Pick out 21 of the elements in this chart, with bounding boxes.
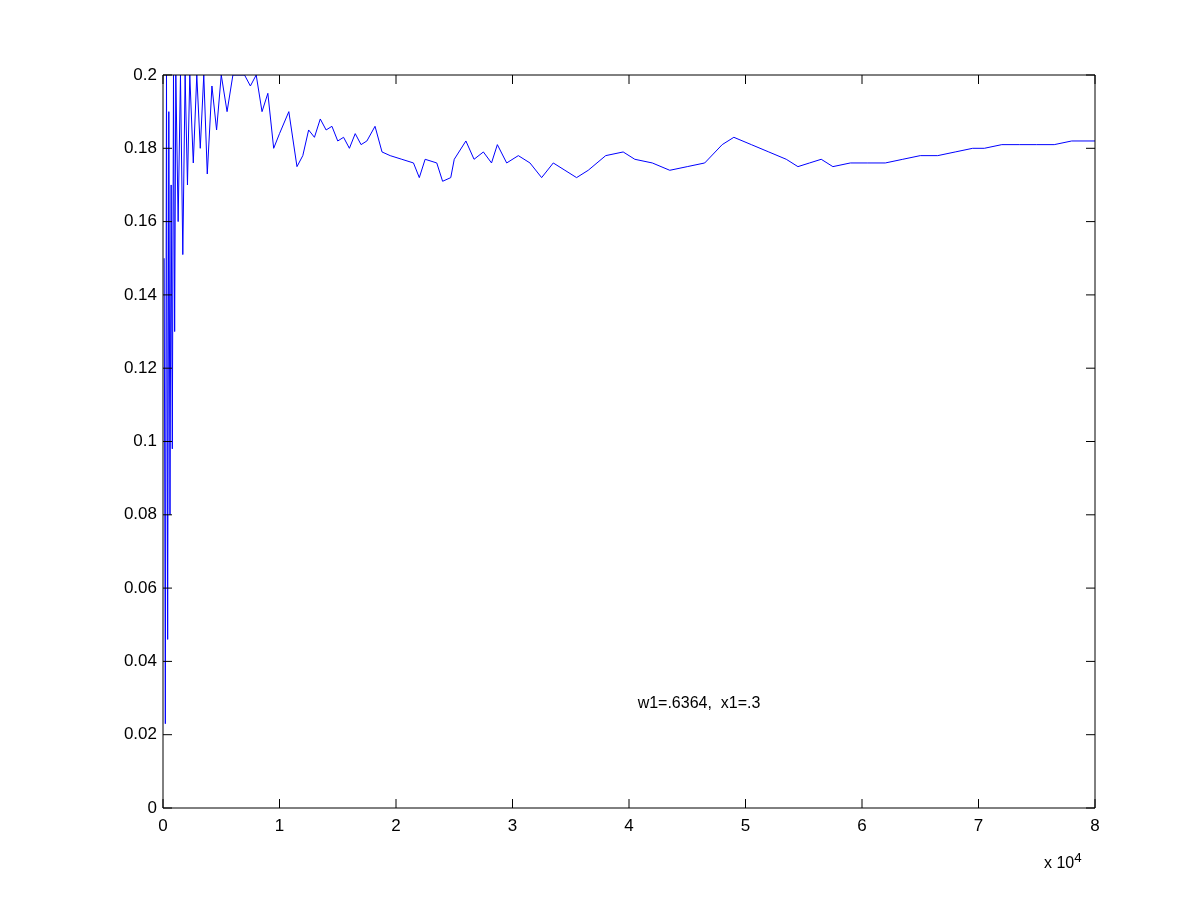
x-tick-label: 8 — [1090, 815, 1100, 835]
y-tick-label: 0.2 — [133, 64, 157, 84]
y-tick-label: 0.14 — [123, 284, 157, 304]
x-tick-label: 1 — [274, 815, 285, 835]
y-tick-label: 0.04 — [123, 651, 157, 671]
y-tick-label: 0.06 — [123, 577, 157, 597]
x-axis-title: x 10$^{4}$ — [1044, 850, 1082, 873]
x-tick-label: 2 — [391, 815, 401, 835]
y-tick-label: 0.08 — [123, 504, 157, 524]
y-tick-label: 0.16 — [123, 211, 157, 231]
x-tick-label: 6 — [857, 815, 867, 835]
y-tick-label: 0.1 — [133, 431, 157, 451]
x-tick-label: 5 — [740, 815, 751, 835]
y-tick-label: 0.12 — [123, 357, 157, 377]
y-tick-label: 0.02 — [123, 724, 157, 744]
x-tick-label: 3 — [507, 815, 518, 835]
y-tick-label: 0 — [147, 797, 157, 817]
y-tick-label: 0.18 — [123, 137, 157, 157]
x-tick-label: 7 — [973, 815, 984, 835]
x-tick-label: 4 — [624, 815, 634, 835]
annotation: w1=.6364, x1=.3 — [636, 694, 761, 711]
